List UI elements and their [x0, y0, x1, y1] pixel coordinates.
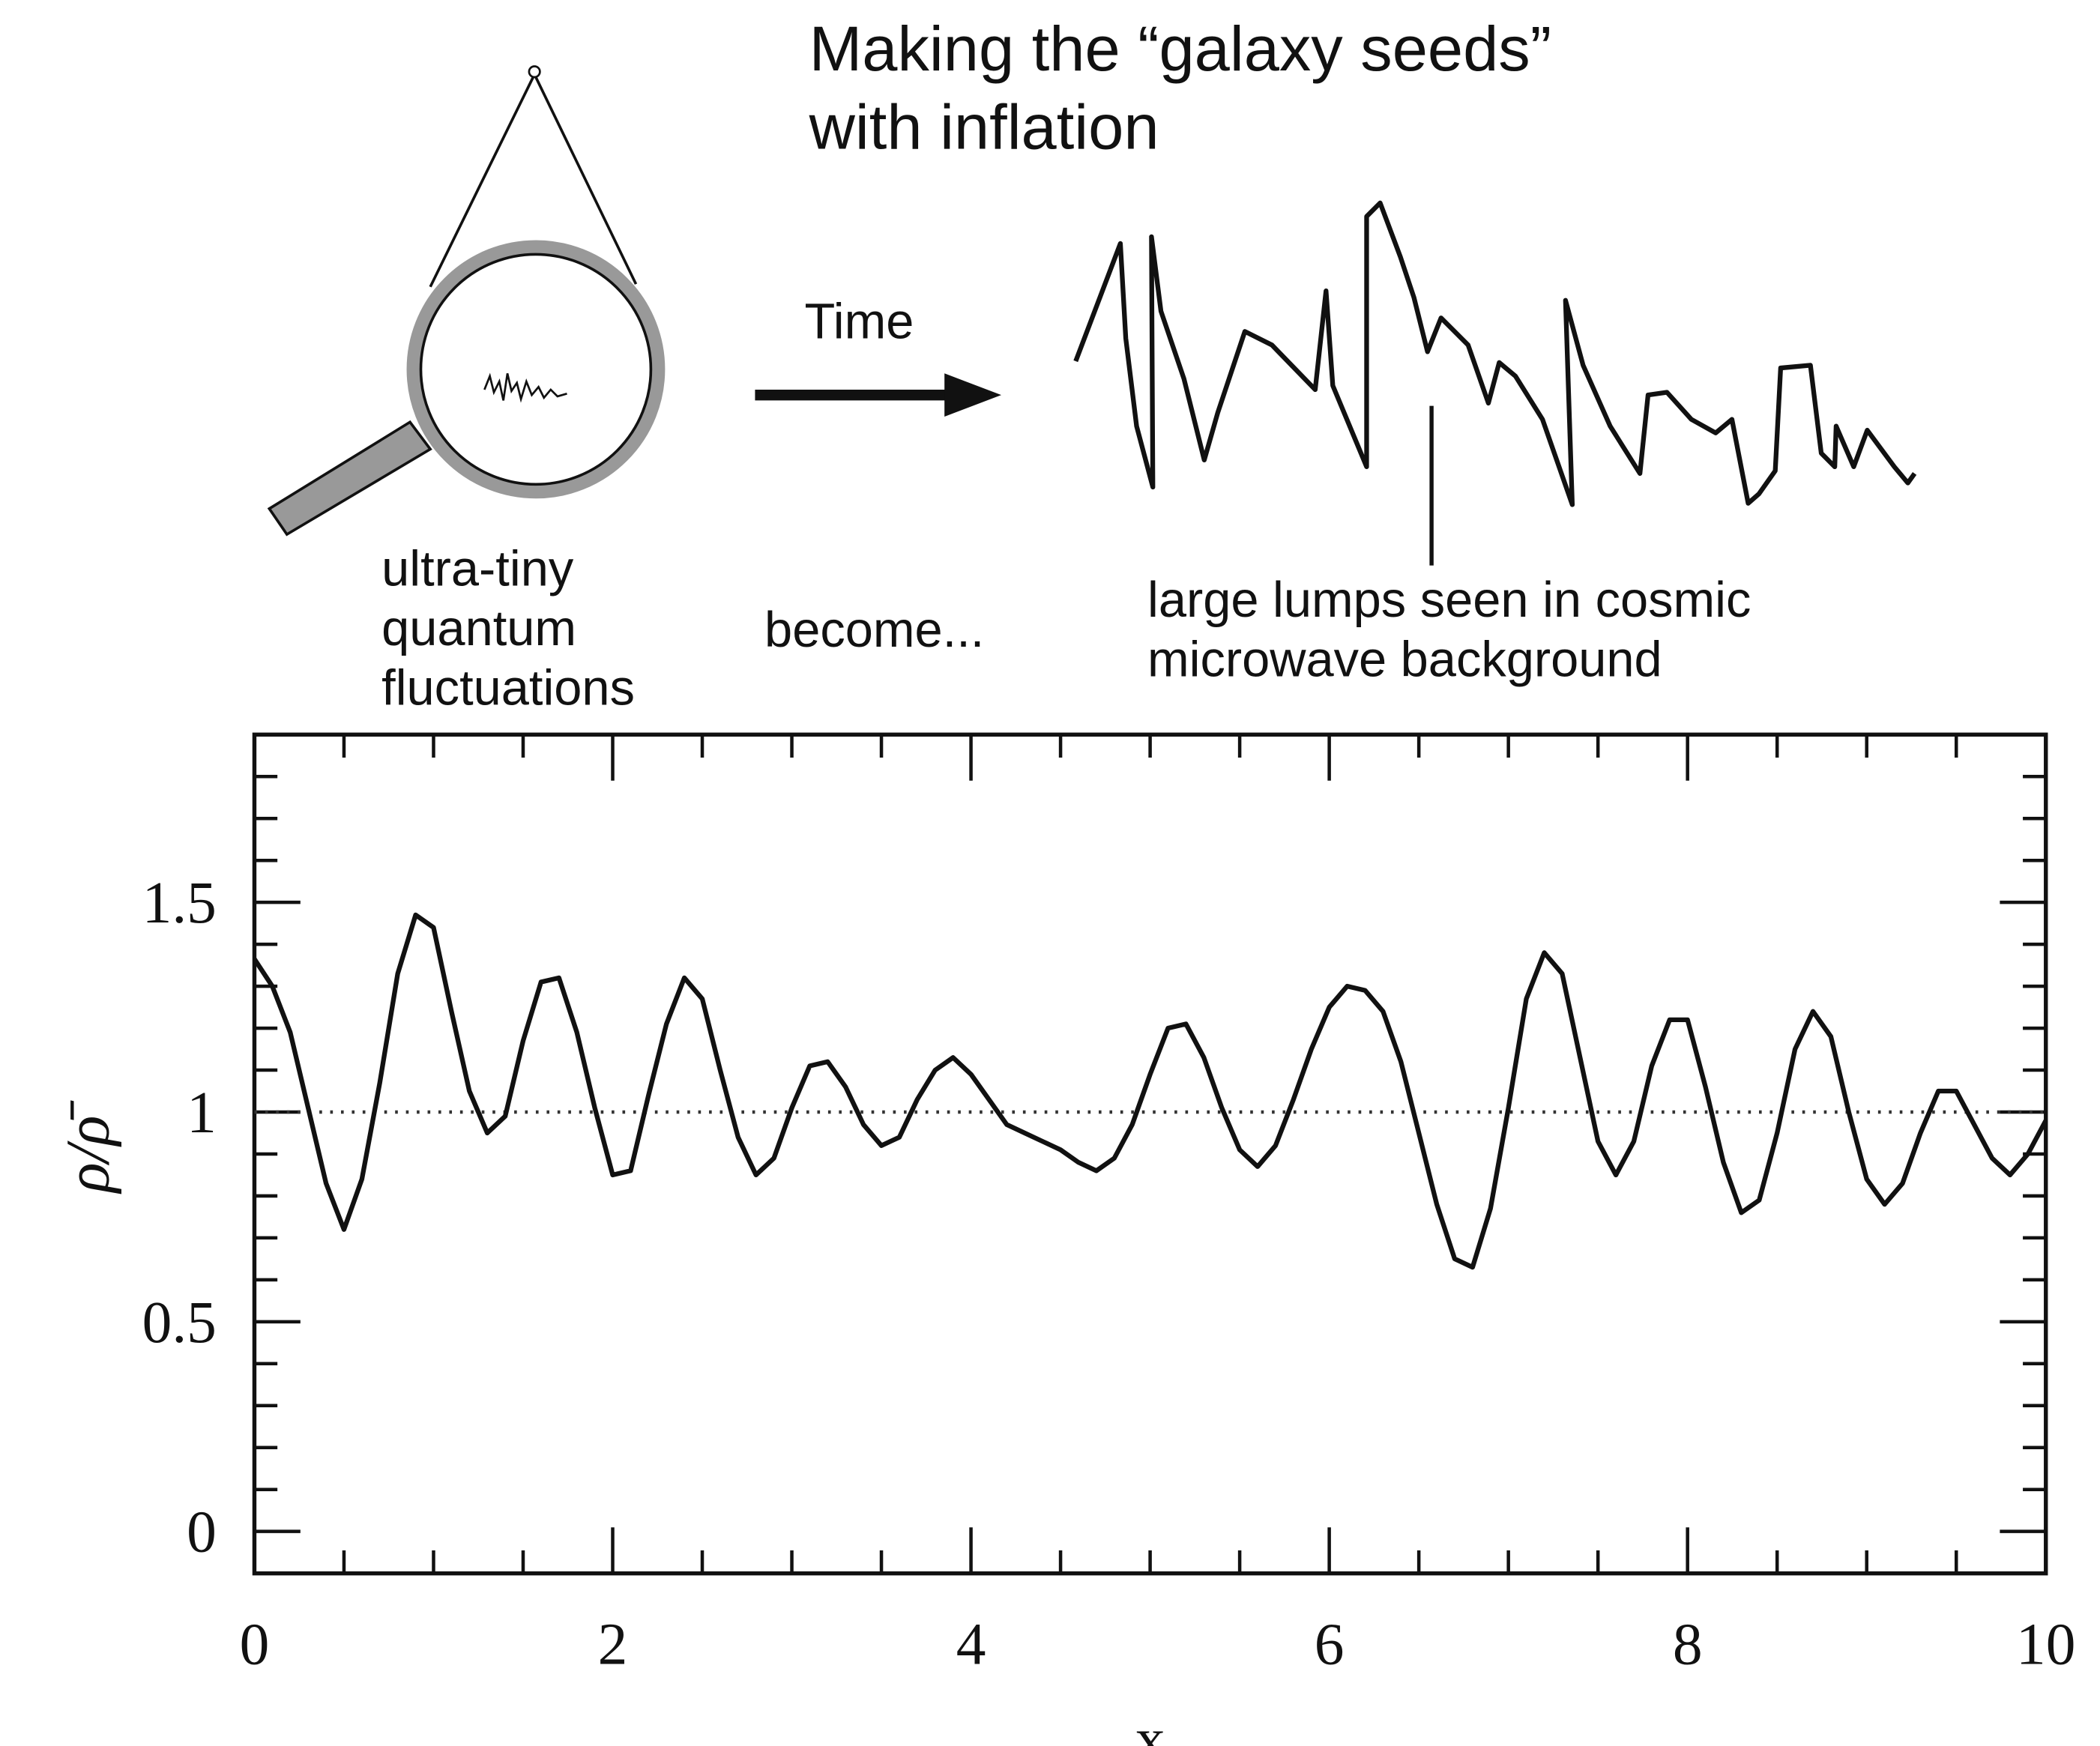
right-label: microwave background [1147, 632, 1662, 688]
y-tick-label: 1 [187, 1080, 217, 1146]
x-tick-label: 2 [598, 1612, 628, 1678]
x-tick-label: 4 [956, 1612, 986, 1678]
x-tick-label: 0 [240, 1612, 270, 1678]
y-tick-label: 1.5 [142, 870, 217, 936]
data-line [252, 912, 2048, 1270]
title-line: Making the “galaxy seeds” [809, 13, 1551, 84]
plot-frame [252, 732, 2048, 1576]
left-label: ultra-tiny [381, 542, 574, 597]
arrow-label: Time [804, 294, 914, 349]
left-label: fluctuations [381, 661, 635, 716]
y-axis-label: ρ/ρ̄ [52, 1100, 121, 1195]
middle-label: become... [764, 602, 984, 658]
right-label: large lumps seen in cosmic [1147, 573, 1751, 628]
y-tick-label: 0.5 [142, 1290, 217, 1356]
x-axis-label: x [1135, 1706, 1165, 1746]
title-line: with inflation [809, 91, 1159, 163]
x-tick-label: 6 [1315, 1612, 1345, 1678]
time-arrow [755, 373, 1002, 417]
magnifier [267, 65, 666, 537]
left-label: quantum [381, 601, 576, 656]
x-tick-label: 10 [2016, 1612, 2075, 1678]
lumps-sketch [1073, 200, 1917, 566]
y-tick-label: 0 [187, 1499, 217, 1565]
x-tick-label: 8 [1673, 1612, 1703, 1678]
